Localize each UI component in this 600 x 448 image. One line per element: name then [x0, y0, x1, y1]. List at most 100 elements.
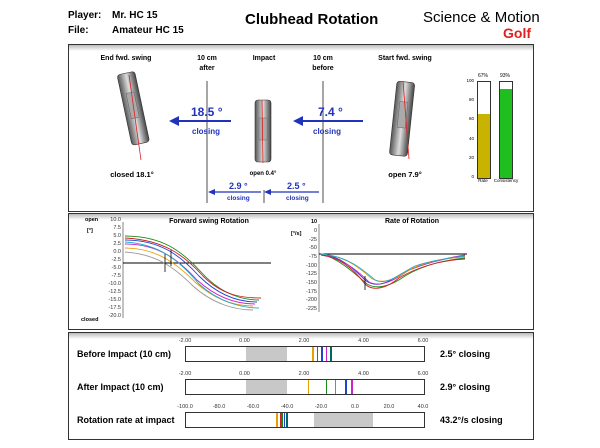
- summary-swing-marker: [345, 380, 347, 394]
- summary-axis-tick-label: 4.00: [358, 338, 369, 344]
- rate-chart-title: Rate of Rotation: [384, 218, 440, 225]
- summary-axis-tick-label: -40.0: [280, 404, 294, 410]
- left-chart-tick-label: 5.0: [113, 233, 121, 239]
- summary-axis-tick-label: -60.0: [246, 404, 260, 410]
- inner-left-direction: closing: [227, 195, 250, 202]
- start-swing-status: open 7.9°: [388, 170, 422, 179]
- after-label-bottom: after: [199, 65, 215, 72]
- right-chart-tick-label: -50: [309, 245, 317, 252]
- curve-7: [124, 251, 254, 311]
- right-chart-tick-label: -100: [305, 262, 317, 269]
- right-chart-tick-label: -75: [309, 254, 317, 260]
- rate-curve-5: [320, 254, 466, 289]
- left-chart-tick-label: -7.5: [111, 273, 121, 279]
- rate-bar-caption: Rate: [478, 178, 488, 183]
- left-chart-tick-label: -17.5: [108, 305, 121, 311]
- curve-1: [124, 239, 258, 303]
- file-value: Amateur HC 15: [112, 25, 184, 36]
- end-swing-label: End fwd. swing: [100, 55, 152, 62]
- summary-target-zone: [313, 413, 373, 427]
- before-rotation-direction: closing: [313, 127, 342, 136]
- summary-row-value: 2.9° closing: [440, 382, 491, 392]
- level-bars-tick-label: 80: [468, 97, 474, 103]
- level-bars-tick-label: 100: [466, 78, 474, 83]
- summary-axis-tick-label: 2.00: [298, 338, 310, 344]
- summary-axis-tick-label: -80.0: [212, 404, 226, 410]
- summary-axis-tick-label: 40.0: [417, 404, 429, 410]
- summary-row-value: 2.5° closing: [440, 349, 491, 359]
- level-bars: 100 80 60 40 20 0 67% 93% Rate Consistency: [462, 73, 522, 183]
- right-y-unit-label: [°/s]: [291, 231, 302, 237]
- summary-row-label: Before Impact (10 cm): [77, 349, 172, 359]
- level-bars-tick-label: 20: [468, 154, 474, 160]
- summary-swing-marker: [325, 380, 328, 394]
- summary-target-zone: [245, 380, 288, 394]
- summary-row-value: 43.2°/s closing: [440, 415, 503, 425]
- before-rotation-value: 7.4 °: [318, 105, 343, 119]
- forward-swing-chart-title: Forward swing Rotation: [169, 218, 249, 225]
- player-value: Mr. HC 15: [112, 10, 158, 21]
- summary-swing-marker: [312, 347, 314, 361]
- after-label-top: 10 cm: [197, 55, 217, 62]
- summary-axis-tick-label: -2.00: [178, 338, 192, 344]
- right-chart-tick-label: -175: [305, 288, 317, 295]
- summary-axis-tick-label: 20.0: [383, 404, 395, 410]
- consistency-bar-caption: Consistency: [493, 178, 519, 183]
- impact-status: open 0.4°: [249, 171, 277, 177]
- left-chart-y-axis: 10.0 7.5 5.0 2.5 0.0 -2.5 -5.0 -7.5 -10.0 -12.5 -1…: [101, 217, 123, 320]
- brand-name: Science & Motion: [423, 9, 540, 26]
- rate-curve-6: [320, 253, 466, 282]
- end-swing-status: closed 18.1°: [110, 170, 154, 179]
- level-bars-tick-label: 60: [468, 116, 474, 122]
- summary-swing-marker: [334, 380, 337, 394]
- summary-swing-marker: [325, 347, 328, 361]
- summary-axis-tick-label: -100.0: [177, 404, 193, 410]
- inner-right-direction: closing: [286, 195, 309, 202]
- summary-swing-marker: [281, 413, 283, 427]
- summary-swing-marker: [286, 413, 288, 427]
- right-chart-y-axis: 0 -25 -50 -75 -100 -125 -150 -175 -200 -225: [297, 228, 319, 312]
- after-arrow-head: [169, 116, 179, 126]
- end-swing-reference-line: [128, 74, 142, 161]
- left-chart-tick-label: -2.5: [111, 257, 121, 263]
- right-y-top-label: 10: [311, 219, 318, 225]
- impact-reference-line: [261, 99, 264, 164]
- summary-axis-tick-label: 2.00: [298, 371, 310, 377]
- consistency-bar-fill: [500, 88, 512, 178]
- summary-axis-tick-label: 0.00: [239, 371, 250, 377]
- summary-row-label: After Impact (10 cm): [77, 382, 164, 392]
- summary-axis-tick-label: 4.00: [358, 371, 369, 377]
- left-y-top-label: open: [85, 217, 99, 223]
- left-curves: [124, 235, 262, 311]
- rate-bar-track: [477, 81, 491, 179]
- inner-left-arrow-head: [208, 189, 215, 195]
- left-chart-tick-label: -15.0: [108, 297, 121, 303]
- curve-3: [124, 243, 256, 305]
- after-rotation-value: 18.5 °: [191, 105, 223, 119]
- left-chart-tick-label: 10.0: [110, 217, 121, 223]
- right-chart-tick-label: -25: [309, 236, 317, 243]
- summary-axis-tick-label: 6.00: [417, 338, 429, 344]
- summary-axis-tick-label: 0.0: [351, 404, 359, 410]
- summary-target-zone: [245, 347, 288, 361]
- left-chart-tick-label: 2.5: [113, 241, 121, 247]
- before-label-top: 10 cm: [313, 55, 333, 62]
- curve-6: [124, 241, 260, 309]
- left-chart-tick-label: -12.5: [108, 289, 121, 295]
- left-chart-tick-label: -10.0: [108, 281, 121, 287]
- before-label-bottom: before: [312, 65, 334, 72]
- right-chart-tick-label: 0: [313, 228, 317, 234]
- rate-bar-fill: [478, 113, 490, 178]
- club-positions-graphic: [117, 71, 415, 203]
- summary-swing-marker: [279, 413, 281, 427]
- left-chart-tick-label: -5.0: [111, 265, 121, 271]
- summary-swing-marker: [330, 347, 332, 361]
- summary-row-label: Rotation rate at impact: [77, 415, 175, 425]
- summary-range-bar: [185, 412, 425, 428]
- inner-right-value: 2.5 °: [287, 181, 306, 191]
- right-chart-tick-label: -200: [305, 297, 317, 304]
- summary-range-bar: [185, 379, 425, 395]
- consistency-percent-label: 93%: [499, 73, 510, 79]
- summary-swing-marker: [321, 347, 323, 361]
- rotation-overview-panel: End fwd. swing 10 cm after Impact 10 cm …: [68, 44, 534, 212]
